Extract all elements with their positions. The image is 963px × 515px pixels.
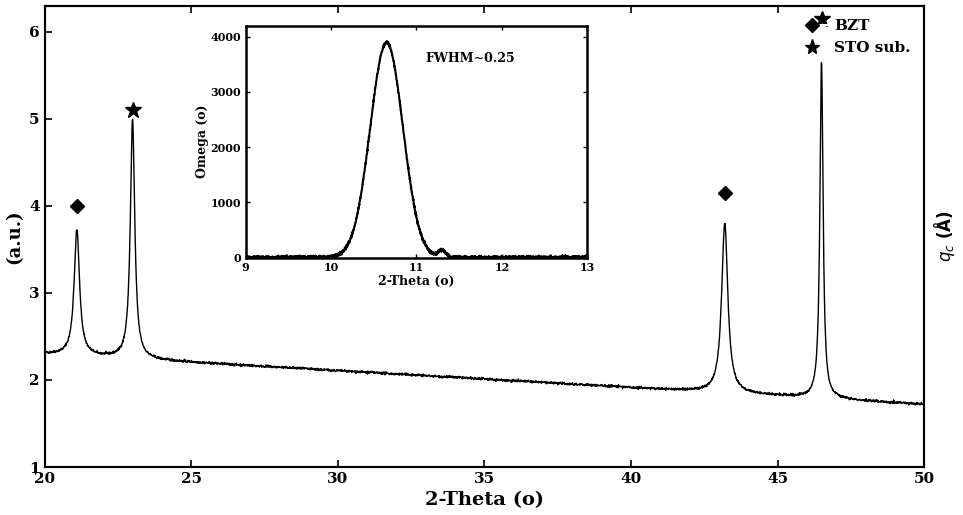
Y-axis label: (a.u.): (a.u.) xyxy=(6,209,23,264)
Y-axis label: $q_c$ (Å): $q_c$ (Å) xyxy=(932,210,957,262)
X-axis label: 2-Theta (o): 2-Theta (o) xyxy=(425,491,544,509)
Legend: BZT, STO sub.: BZT, STO sub. xyxy=(791,13,917,61)
Text: FWHM~0.25: FWHM~0.25 xyxy=(425,52,514,64)
Y-axis label: Omega (o): Omega (o) xyxy=(195,105,209,178)
X-axis label: 2-Theta (o): 2-Theta (o) xyxy=(378,274,455,288)
